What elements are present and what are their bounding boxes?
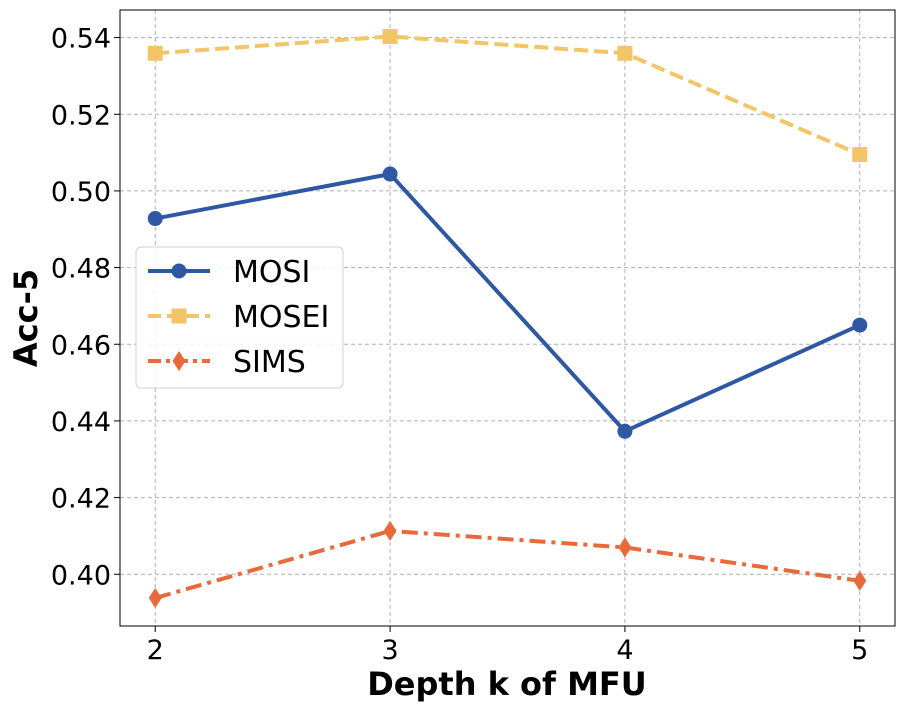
y-axis-title: Acc-5: [7, 269, 45, 367]
series-mosi: [147, 166, 868, 439]
plot-frame: [119, 9, 896, 627]
y-tick-label: 0.50: [51, 177, 111, 208]
x-tick-label: 3: [381, 635, 398, 666]
sims-line: [154, 528, 861, 600]
mosei-point: [852, 147, 868, 163]
y-tick-label: 0.44: [51, 407, 111, 438]
y-tick-label: 0.40: [51, 560, 111, 591]
x-tick-label: 2: [147, 635, 164, 666]
series-layer: [147, 28, 868, 609]
mosi-point: [382, 166, 398, 182]
sims-point: [383, 520, 397, 541]
y-tick-label: 0.52: [51, 100, 111, 131]
x-axis-title: Depth k of MFU: [367, 665, 647, 703]
sims-point: [148, 588, 162, 609]
ticks: 2 3 4 5 0.40 0.42 0.44 0.46 0.48 0.50 0.52 0.54: [51, 24, 868, 666]
mosei-point: [617, 45, 633, 61]
legend-mosei-label: MOSEI: [233, 300, 329, 335]
mosei-line: [155, 34, 861, 157]
legend-box: [135, 246, 344, 389]
y-tick-label: 0.54: [51, 24, 111, 55]
y-tick-label: 0.42: [51, 484, 111, 515]
series-sims: [148, 520, 867, 609]
legend-sims-label: SIMS: [233, 345, 306, 380]
mosi-point: [147, 211, 163, 227]
legend-mosi-label: MOSI: [233, 255, 310, 290]
x-tick-label: 5: [851, 635, 868, 666]
mosei-point: [147, 45, 163, 61]
legend-mosei-marker: [171, 308, 187, 324]
y-tick-label: 0.48: [51, 254, 111, 285]
mosi-line: [154, 172, 861, 434]
mosi-point: [852, 317, 868, 333]
sims-point: [853, 570, 867, 591]
mosi-point: [617, 423, 633, 439]
y-tick-label: 0.46: [51, 330, 111, 361]
legend-mosi-marker: [171, 263, 187, 279]
sims-point: [618, 537, 632, 558]
series-mosei: [147, 28, 868, 163]
x-tick-label: 4: [616, 635, 633, 666]
legend-sims-marker: [172, 351, 186, 371]
legend: MOSI MOSEI SIMS: [135, 246, 344, 389]
mosei-point: [382, 28, 398, 44]
